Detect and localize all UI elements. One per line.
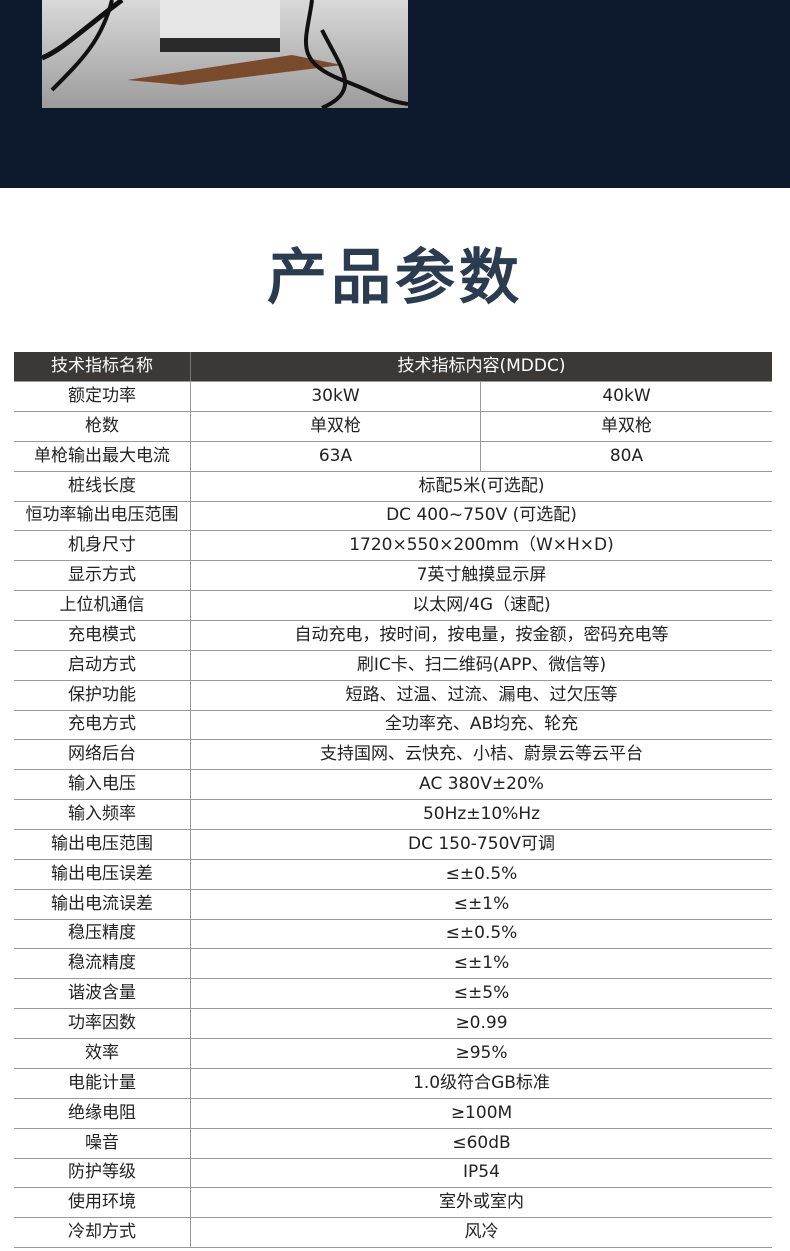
table-row: 谐波含量 ≤±5% <box>14 979 772 1010</box>
table-row: 输入频率 50Hz±10%Hz <box>14 800 772 831</box>
spec-name: 噪音 <box>85 1132 119 1153</box>
spec-name: 机身尺寸 <box>68 535 136 556</box>
table-row: 恒功率输出电压范围 DC 400~750V (可选配) <box>14 501 772 532</box>
table-row: 防护等级 IP54 <box>14 1158 772 1189</box>
table-row: 显示方式 7英寸触摸显示屏 <box>14 561 772 592</box>
table-row: 输入电压 AC 380V±20% <box>14 770 772 801</box>
spec-value: 以太网/4G（速配) <box>190 591 772 621</box>
spec-name: 桩线长度 <box>68 475 136 496</box>
table-row: 冷却方式 风冷 <box>14 1218 772 1249</box>
spec-name: 输入频率 <box>68 804 136 825</box>
spec-value: ≤±1% <box>190 949 772 979</box>
spec-value: IP54 <box>190 1158 772 1188</box>
spec-value: 标配5米(可选配) <box>190 471 772 501</box>
spec-value: ≤±0.5% <box>190 859 772 889</box>
table-row: 效率 ≥95% <box>14 1038 772 1069</box>
spec-name: 上位机通信 <box>59 595 145 616</box>
table-row: 充电模式 自动充电，按时间，按电量，按金额，密码充电等 <box>14 620 772 651</box>
table-row: 输出电流误差 ≤±1% <box>14 889 772 920</box>
spec-value: 40kW <box>480 382 772 411</box>
spec-value: ≥0.99 <box>190 1009 772 1039</box>
spec-name: 输出电压误差 <box>51 863 153 884</box>
spec-name: 输出电压范围 <box>51 833 153 854</box>
spec-value: ≥100M <box>190 1098 772 1128</box>
table-row: 上位机通信 以太网/4G（速配) <box>14 591 772 622</box>
spec-name: 输入电压 <box>68 774 136 795</box>
table-row: 使用环境 室外或室内 <box>14 1188 772 1219</box>
spec-name: 显示方式 <box>68 565 136 586</box>
spec-value: 短路、过温、过流、漏电、过欠压等 <box>190 680 772 710</box>
spec-value: 1.0级符合GB标准 <box>190 1068 772 1098</box>
spec-value: DC 150-750V可调 <box>190 829 772 859</box>
spec-name: 电能计量 <box>68 1072 136 1093</box>
spec-name: 恒功率输出电压范围 <box>25 505 179 526</box>
table-row: 额定功率 30kW 40kW <box>14 382 772 412</box>
spec-name: 充电方式 <box>68 714 136 735</box>
spec-value: 30kW <box>190 382 480 411</box>
spec-name: 启动方式 <box>68 654 136 675</box>
table-row: 枪数 单双枪 单双枪 <box>14 411 772 442</box>
table-row: 网络后台 支持国网、云快充、小桔、蔚景云等云平台 <box>14 740 772 771</box>
table-row: 启动方式 刷IC卡、扫二维码(APP、微信等) <box>14 650 772 681</box>
spec-value: DC 400~750V (可选配) <box>190 501 772 531</box>
spec-value: 单双枪 <box>480 411 772 441</box>
spec-name: 稳压精度 <box>68 923 136 944</box>
spec-name: 使用环境 <box>68 1192 136 1213</box>
spec-value: ≤±5% <box>190 979 772 1009</box>
spec-value: 80A <box>480 441 772 471</box>
spec-value: 单双枪 <box>190 411 480 441</box>
spec-name: 额定功率 <box>68 386 136 406</box>
table-row: 机身尺寸 1720×550×200mm（W×H×D) <box>14 531 772 562</box>
top-banner <box>0 0 790 188</box>
spec-value: AC 380V±20% <box>190 770 772 800</box>
header-cell: 技术指标名称 <box>51 356 153 376</box>
spec-name: 谐波含量 <box>68 983 136 1004</box>
spec-name: 网络后台 <box>68 744 136 765</box>
spec-value: 风冷 <box>190 1218 772 1248</box>
spec-value: 全功率充、AB均充、轮充 <box>190 710 772 740</box>
table-row: 桩线长度 标配5米(可选配) <box>14 471 772 502</box>
spec-value: 支持国网、云快充、小桔、蔚景云等云平台 <box>190 740 772 770</box>
table-row: 充电方式 全功率充、AB均充、轮充 <box>14 710 772 741</box>
spec-value: 7英寸触摸显示屏 <box>190 561 772 591</box>
table-row: 稳压精度 ≤±0.5% <box>14 919 772 950</box>
spec-value: 63A <box>190 441 480 471</box>
spec-name: 冷却方式 <box>68 1222 136 1243</box>
table-row: 噪音 ≤60dB <box>14 1128 772 1159</box>
spec-value: 刷IC卡、扫二维码(APP、微信等) <box>190 650 772 680</box>
table-row: 稳流精度 ≤±1% <box>14 949 772 980</box>
spec-value: 1720×550×200mm（W×H×D) <box>190 531 772 561</box>
table-row: 保护功能 短路、过温、过流、漏电、过欠压等 <box>14 680 772 711</box>
section-title: 产品参数 <box>267 243 523 313</box>
spec-name: 效率 <box>85 1042 119 1063</box>
spec-value: ≤±1% <box>190 889 772 919</box>
table-row: 绝缘电阻 ≥100M <box>14 1098 772 1129</box>
spec-name: 功率因数 <box>68 1013 136 1034</box>
spec-name: 单枪输出最大电流 <box>34 445 170 466</box>
spec-value: ≥95% <box>190 1038 772 1068</box>
spec-value: 自动充电，按时间，按电量，按金额，密码充电等 <box>190 620 772 650</box>
table-row: 输出电压范围 DC 150-750V可调 <box>14 829 772 860</box>
spec-name: 输出电流误差 <box>51 893 153 914</box>
spec-name: 充电模式 <box>68 624 136 645</box>
spec-name: 枪数 <box>85 415 119 436</box>
spec-name: 防护等级 <box>68 1162 136 1183</box>
table-row: 输出电压误差 ≤±0.5% <box>14 859 772 890</box>
product-photo <box>42 0 408 108</box>
spec-name: 保护功能 <box>68 684 136 705</box>
table-row: 功率因数 ≥0.99 <box>14 1009 772 1040</box>
table-row: 电能计量 1.0级符合GB标准 <box>14 1068 772 1099</box>
table-header: 技术指标名称 技术指标内容(MDDC) <box>14 352 772 382</box>
spec-name: 绝缘电阻 <box>68 1102 136 1123</box>
spec-value: ≤±0.5% <box>190 919 772 949</box>
spec-value: 室外或室内 <box>190 1188 772 1218</box>
spec-table: 技术指标名称 技术指标内容(MDDC) 额定功率 30kW 40kW 枪数 单双枪 单双枪 单枪… <box>14 352 772 1251</box>
table-row: 单枪输出最大电流 63A 80A <box>14 441 772 472</box>
spec-name: 稳流精度 <box>68 953 136 974</box>
spec-value: ≤60dB <box>190 1128 772 1158</box>
spec-value: 50Hz±10%Hz <box>190 800 772 830</box>
header-cell: 技术指标内容(MDDC) <box>190 352 772 381</box>
